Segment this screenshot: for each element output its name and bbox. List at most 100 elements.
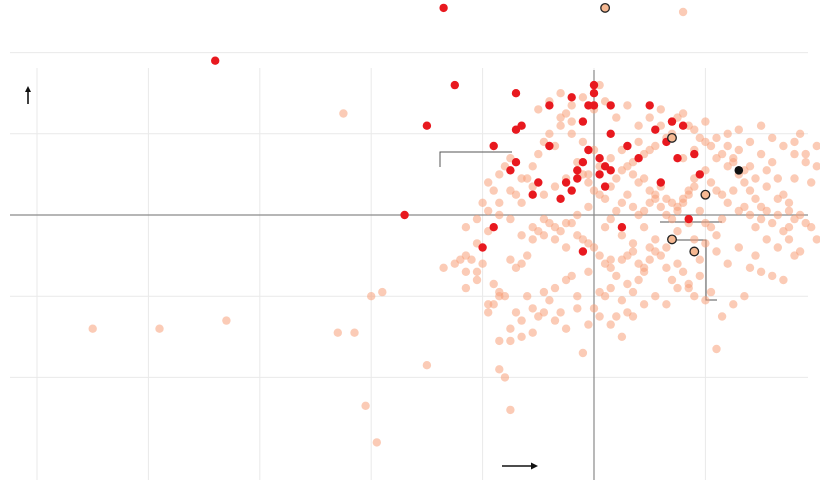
data-point-background bbox=[528, 162, 537, 171]
data-point-background bbox=[506, 336, 515, 346]
data-point-background bbox=[678, 267, 688, 276]
data-point-highlighted bbox=[578, 117, 588, 126]
data-point-background bbox=[367, 292, 376, 301]
data-point-background bbox=[662, 300, 671, 309]
data-point-background bbox=[651, 292, 660, 301]
data-point-background bbox=[573, 292, 582, 301]
data-point-highlighted bbox=[589, 101, 599, 110]
data-point-highlighted bbox=[511, 158, 521, 167]
data-point-background bbox=[461, 267, 471, 276]
data-point-background bbox=[723, 259, 732, 268]
data-point-background bbox=[550, 283, 560, 293]
data-point-background bbox=[461, 283, 471, 293]
data-point-highlighted bbox=[690, 149, 699, 159]
data-point-background bbox=[517, 231, 526, 240]
data-point-background bbox=[573, 210, 582, 220]
data-point-background bbox=[88, 324, 97, 333]
data-point-background bbox=[556, 89, 565, 98]
data-point-background bbox=[339, 109, 348, 118]
data-point-highlighted bbox=[489, 223, 498, 232]
data-point-background bbox=[478, 259, 487, 268]
data-point-background bbox=[612, 271, 621, 281]
data-point-background bbox=[472, 267, 482, 276]
data-point-background bbox=[506, 405, 515, 415]
data-point-background bbox=[495, 198, 504, 207]
data-point-background bbox=[768, 271, 777, 281]
data-point-background bbox=[712, 231, 721, 240]
data-point-background bbox=[617, 198, 627, 207]
data-point-background bbox=[539, 190, 549, 199]
data-point-background bbox=[506, 214, 515, 224]
data-point-background bbox=[612, 206, 621, 216]
data-point-background bbox=[617, 231, 627, 240]
data-point-background bbox=[706, 223, 716, 232]
data-point-background bbox=[667, 275, 677, 285]
data-point-background bbox=[584, 170, 593, 179]
data-point-background bbox=[656, 105, 665, 114]
x-direction-arrow-icon bbox=[502, 462, 538, 470]
data-point-background bbox=[589, 243, 599, 252]
data-point-background bbox=[484, 178, 493, 187]
data-point-highlighted bbox=[589, 80, 599, 90]
data-point-highlighted bbox=[678, 121, 688, 130]
data-point-background bbox=[528, 304, 537, 313]
data-point-background bbox=[528, 223, 537, 232]
data-point-background bbox=[717, 214, 727, 224]
data-point-background bbox=[561, 243, 571, 252]
data-point-background bbox=[812, 235, 820, 244]
data-point-background bbox=[606, 214, 615, 224]
data-point-background bbox=[495, 336, 504, 346]
data-point-background bbox=[361, 401, 370, 410]
data-point-background bbox=[695, 255, 704, 264]
data-point-background bbox=[645, 243, 654, 252]
data-point-background bbox=[651, 235, 660, 244]
data-point-background bbox=[717, 149, 727, 159]
zero-axes bbox=[10, 70, 808, 480]
data-point-background bbox=[617, 332, 627, 341]
data-point-highlighted bbox=[600, 182, 610, 191]
data-point-background bbox=[584, 267, 593, 276]
data-point-highlighted bbox=[651, 125, 660, 134]
data-point-highlighted bbox=[211, 56, 220, 65]
data-point-background bbox=[779, 141, 788, 151]
data-point-background bbox=[639, 174, 649, 183]
data-point-background bbox=[567, 271, 576, 281]
callout-leader-left bbox=[439, 151, 512, 167]
data-point-background bbox=[779, 275, 788, 285]
data-point-background bbox=[790, 174, 799, 183]
data-point-background bbox=[812, 162, 820, 171]
data-point-background bbox=[717, 190, 727, 199]
data-point-background bbox=[333, 328, 342, 337]
data-point-background bbox=[751, 223, 760, 232]
data-point-background bbox=[790, 251, 799, 260]
data-point-background bbox=[807, 178, 816, 187]
data-point-background bbox=[634, 137, 643, 147]
data-point-background bbox=[701, 239, 710, 248]
data-point-background bbox=[578, 348, 588, 358]
data-point-background bbox=[539, 231, 549, 240]
data-point-background bbox=[645, 255, 654, 264]
data-point-background bbox=[556, 308, 565, 317]
data-point-background bbox=[606, 320, 615, 329]
data-point-background bbox=[567, 129, 576, 138]
data-point-background bbox=[740, 292, 749, 301]
data-point-background bbox=[584, 202, 593, 212]
data-point-background bbox=[545, 296, 554, 305]
data-point-background bbox=[489, 300, 498, 309]
data-point-background bbox=[695, 133, 704, 143]
data-point-highlighted bbox=[623, 141, 632, 151]
data-point-highlighted bbox=[506, 166, 515, 175]
data-point-background bbox=[578, 137, 588, 147]
data-point-background bbox=[612, 113, 621, 122]
data-point-background bbox=[723, 129, 732, 138]
data-point-background bbox=[790, 149, 799, 159]
data-point-background bbox=[517, 316, 526, 325]
data-point-background bbox=[784, 198, 794, 207]
data-point-background bbox=[523, 251, 532, 260]
data-point-background bbox=[751, 174, 760, 183]
data-point-background bbox=[550, 182, 560, 191]
data-point-background bbox=[762, 206, 771, 216]
data-point-background bbox=[595, 312, 604, 321]
data-point-ringed bbox=[667, 234, 677, 245]
data-point-highlighted bbox=[545, 141, 554, 151]
